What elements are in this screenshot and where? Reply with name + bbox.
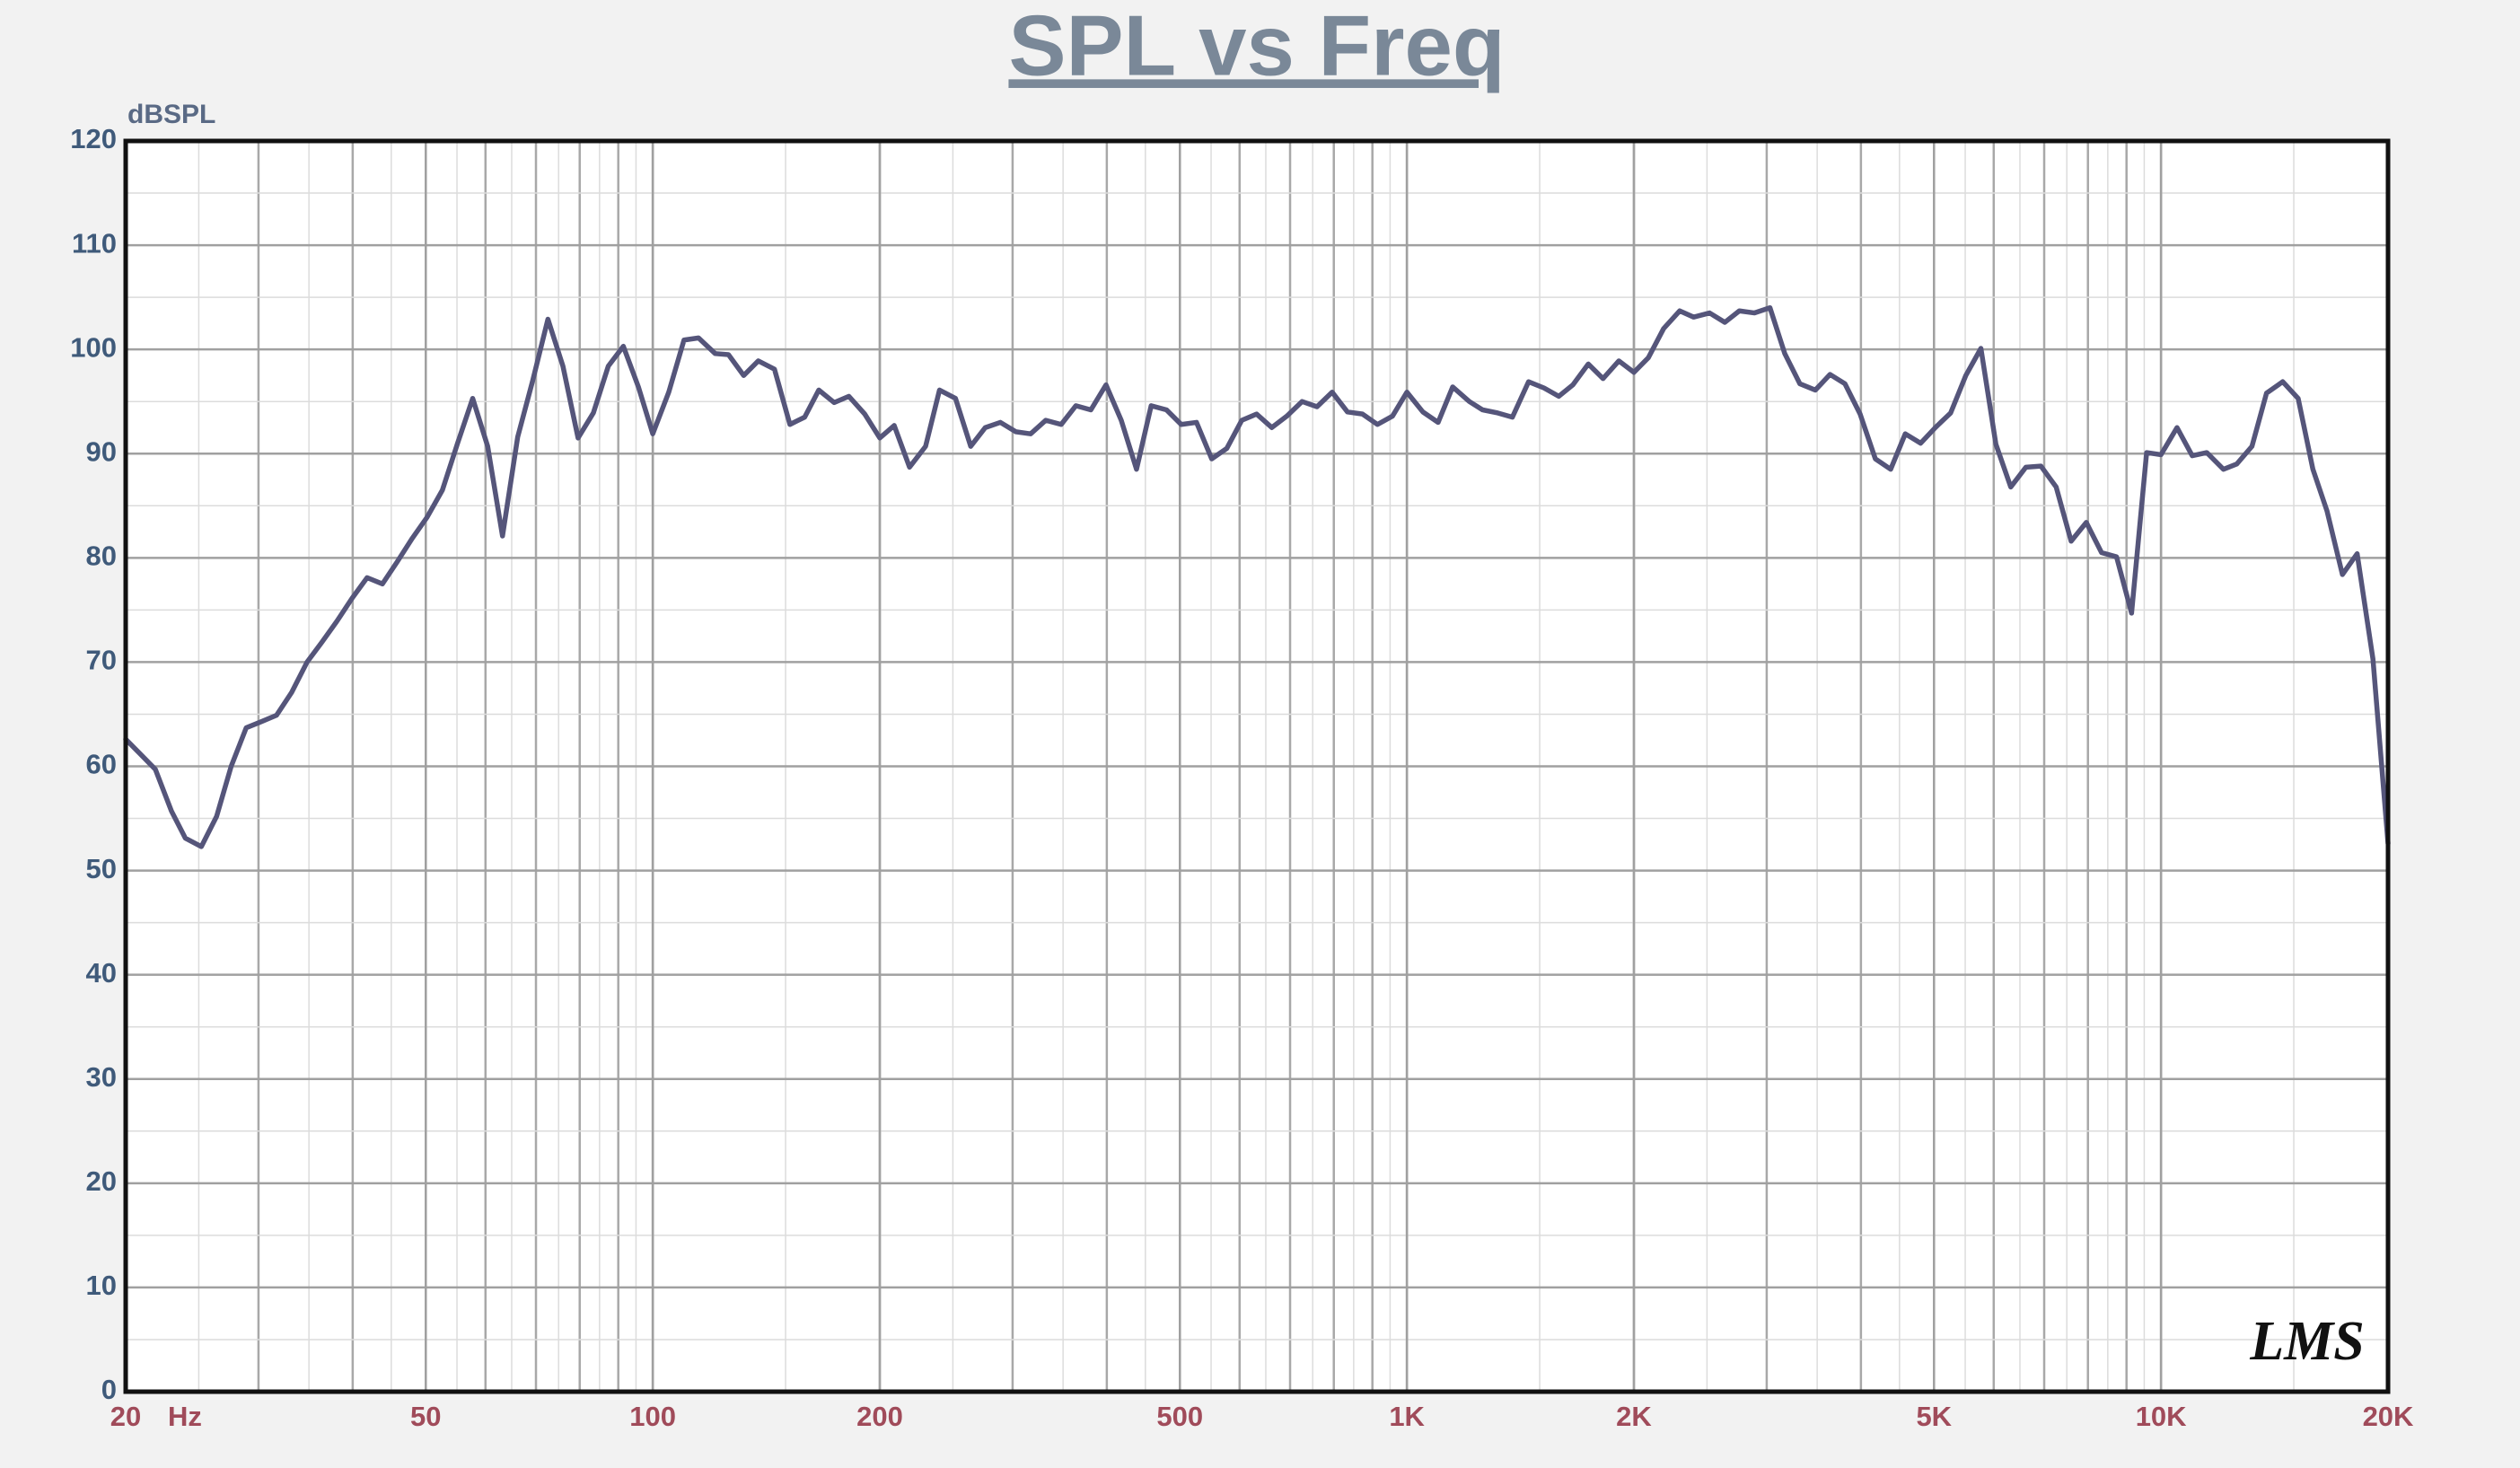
- y-tick-label: 80: [86, 541, 117, 572]
- logo: LMS: [2249, 1311, 2364, 1372]
- spl-line: [123, 304, 2391, 849]
- x-axis-label: Hz: [168, 1401, 202, 1432]
- y-tick-label: 70: [86, 645, 117, 676]
- x-tick-label: 2K: [1616, 1401, 1652, 1432]
- y-tick-label: 90: [86, 435, 117, 467]
- chart-title: SPL vs Freq: [1008, 0, 1505, 93]
- y-tick-label: 50: [86, 853, 117, 884]
- y-axis-label: dBSPL: [127, 100, 215, 129]
- y-tick-label: 20: [86, 1165, 117, 1197]
- y-tick-label: 30: [86, 1061, 117, 1093]
- x-tick-label: 10K: [2136, 1401, 2187, 1432]
- y-tick-label: 10: [86, 1270, 117, 1301]
- x-tick-label: 20K: [2363, 1401, 2414, 1432]
- y-tick-label: 120: [70, 123, 117, 154]
- y-tick-label: 110: [72, 227, 117, 259]
- x-tick-label: 5K: [1916, 1401, 1952, 1432]
- x-tick-label: 50: [410, 1401, 441, 1432]
- x-tick-label: 1K: [1389, 1401, 1425, 1432]
- y-tick-label: 0: [101, 1374, 117, 1405]
- plot-border: [123, 138, 2391, 1394]
- x-tick-label: 100: [629, 1401, 676, 1432]
- x-tick-label: 500: [1156, 1401, 1203, 1432]
- y-tick-label: 60: [86, 749, 117, 780]
- x-tick-label: 200: [856, 1401, 903, 1432]
- x-tick-label: 20: [110, 1401, 141, 1432]
- y-tick-label: 40: [86, 957, 117, 989]
- y-tick-label: 100: [70, 331, 117, 363]
- marks: [123, 304, 2391, 849]
